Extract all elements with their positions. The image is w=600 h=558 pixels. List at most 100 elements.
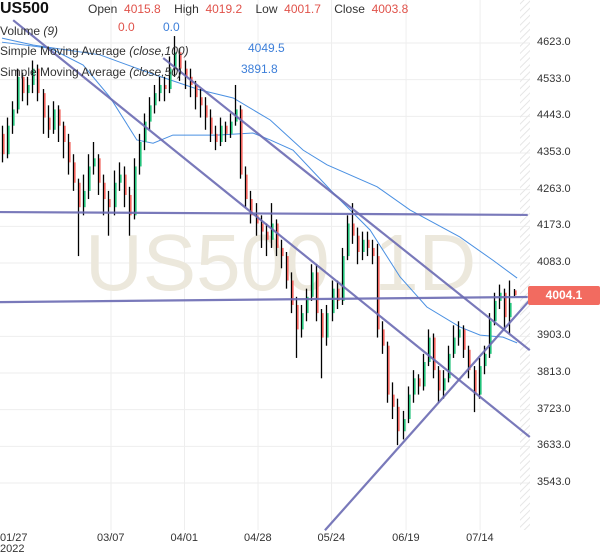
trendline[interactable] xyxy=(0,210,528,217)
candle-body xyxy=(3,133,5,155)
candle-body xyxy=(135,166,137,216)
candle-body xyxy=(490,321,492,354)
candle-body xyxy=(338,288,340,301)
candle-body xyxy=(155,93,157,106)
candle-body xyxy=(104,182,106,200)
candle-body xyxy=(175,52,177,69)
x-tick-label: 04/28 xyxy=(244,532,272,544)
candle-body xyxy=(287,256,289,281)
candle-body xyxy=(469,349,471,371)
candle-body xyxy=(226,125,228,134)
candle-body xyxy=(459,329,461,338)
candle-body xyxy=(115,182,117,208)
future-area-hatch xyxy=(520,0,530,530)
candle-body xyxy=(510,302,512,318)
candle-body xyxy=(262,223,264,232)
candle-body xyxy=(38,68,40,94)
sma100-line xyxy=(1,37,518,279)
x-tick-label: 07/14 xyxy=(466,532,494,544)
trendlines[interactable] xyxy=(0,19,531,531)
candle-body xyxy=(434,337,436,371)
candle-body xyxy=(99,158,101,183)
candle-body xyxy=(180,52,182,69)
candle-body xyxy=(317,272,319,314)
candle-body xyxy=(196,84,198,98)
y-tick-label: 3813.0 xyxy=(537,366,571,378)
candle-body xyxy=(495,300,497,322)
x-tick-label: 06/19 xyxy=(392,532,420,544)
y-tick-label: 3633.0 xyxy=(537,439,571,452)
candle-body xyxy=(414,378,416,395)
candle-body xyxy=(18,76,20,110)
candle-body xyxy=(419,378,421,387)
candle-body xyxy=(125,174,127,195)
candle-body xyxy=(398,406,400,432)
sma100-legend[interactable]: Simple Moving Average (close,100) xyxy=(0,44,189,58)
close-value: 4003.8 xyxy=(371,2,409,16)
candle-body xyxy=(28,84,30,94)
candle-body xyxy=(206,105,208,118)
x-tick-label: 05/24 xyxy=(317,532,346,544)
candle-body xyxy=(464,329,466,350)
candle-body xyxy=(170,68,172,90)
candle-body xyxy=(480,366,482,395)
y-tick-label: 4533.0 xyxy=(537,72,571,85)
candle-body xyxy=(64,125,66,143)
candle-body xyxy=(231,121,233,134)
y-tick-label: 4263.0 xyxy=(537,182,571,195)
candle-body xyxy=(130,194,132,216)
candle-body xyxy=(257,215,259,224)
trendline[interactable] xyxy=(12,19,531,438)
candle-body xyxy=(373,247,375,257)
high-value: 4019.2 xyxy=(205,2,243,16)
candle-body xyxy=(216,133,218,143)
candle-body xyxy=(475,370,477,395)
candle-body xyxy=(272,223,274,240)
candle-body xyxy=(368,239,370,248)
sma50-label: Simple Moving Average xyxy=(0,65,126,79)
candle-body xyxy=(312,272,314,297)
candle-body xyxy=(343,256,345,301)
candle-body xyxy=(302,313,304,330)
low-value: 4001.7 xyxy=(284,2,321,16)
candle-body xyxy=(404,419,406,432)
candle-body xyxy=(23,76,25,94)
sma50-legend[interactable]: Simple Moving Average (close,50) xyxy=(0,65,182,79)
sma100-value: 4049.5 xyxy=(248,41,285,55)
candle-body xyxy=(251,199,253,216)
candle-body xyxy=(439,370,441,391)
candle-body xyxy=(307,296,309,314)
candle-body xyxy=(241,109,243,175)
candle-body xyxy=(292,280,294,305)
candle-body xyxy=(444,378,446,391)
candle-body xyxy=(186,68,188,77)
candle-body xyxy=(74,162,76,183)
trendline[interactable] xyxy=(162,57,531,352)
candle-body xyxy=(429,337,431,363)
candle-body xyxy=(94,158,96,167)
sma50-value: 3891.8 xyxy=(241,62,278,76)
trendline[interactable] xyxy=(0,295,528,304)
candle-body xyxy=(378,256,380,330)
grid xyxy=(0,0,530,530)
y-tick-label: 4173.0 xyxy=(537,219,571,232)
sma100-label: Simple Moving Average xyxy=(0,44,126,58)
x-tick-label: 03/07 xyxy=(97,532,125,544)
x-tick-year: 2022 xyxy=(0,543,25,555)
volume-legend[interactable]: Volume (9) xyxy=(0,24,58,38)
candle-body xyxy=(13,109,15,126)
candle-body xyxy=(297,304,299,330)
candle-body xyxy=(267,231,269,240)
candle-body xyxy=(145,121,147,143)
last-price-label: 4004.1 xyxy=(528,286,600,305)
candle-body xyxy=(485,353,487,367)
candle-body xyxy=(363,239,365,253)
candle-body xyxy=(383,329,385,346)
watermark: US500, 1D xyxy=(85,218,476,307)
y-tick-label: 4443.0 xyxy=(537,109,571,122)
y-tick-label: 4353.0 xyxy=(537,146,571,158)
y-tick-label: 3543.0 xyxy=(537,476,571,488)
trendline[interactable] xyxy=(324,299,531,531)
low-label: Low xyxy=(255,2,278,16)
